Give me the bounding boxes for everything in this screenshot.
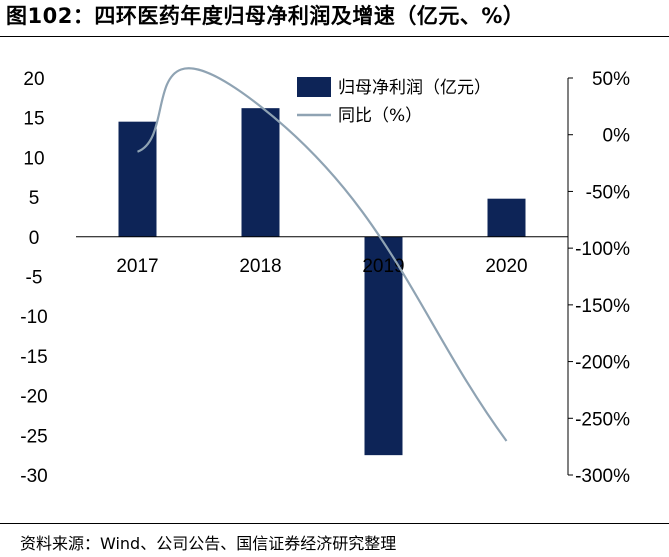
legend: 归母净利润（亿元） 同比（%） <box>297 77 491 126</box>
right-tick-label: -250% <box>575 409 630 430</box>
source-note: 资料来源：Wind、公司公告、国信证券经济研究整理 <box>20 534 397 553</box>
left-tick-label: -10 <box>20 307 47 328</box>
left-axis: 20 15 10 5 0 -5 -10 -15 -20 -25 -30 <box>20 69 47 487</box>
category-label: 2019 <box>362 256 404 277</box>
left-tick-label: 0 <box>29 228 40 249</box>
legend-bar-swatch <box>297 77 331 97</box>
right-tick-label: -200% <box>575 353 630 374</box>
right-tick-label: 0% <box>603 126 631 147</box>
yoy-line <box>137 67 508 442</box>
right-axis: 50% 0% -50% -100% -150% -200% -250% -300% <box>568 69 630 487</box>
left-tick-label: 20 <box>23 69 44 90</box>
right-tick-label: -50% <box>586 182 630 203</box>
right-tick-label: 50% <box>592 69 630 90</box>
bar-2018 <box>241 108 280 237</box>
left-tick-label: -25 <box>20 426 47 447</box>
left-tick-label: -30 <box>20 466 47 487</box>
bottom-rule <box>0 523 669 524</box>
left-tick-label: -15 <box>20 347 47 368</box>
top-rule <box>0 36 669 37</box>
bar-2019 <box>364 236 403 456</box>
category-label: 2017 <box>116 256 158 277</box>
left-tick-label: -20 <box>20 387 47 408</box>
left-tick-label: -5 <box>26 268 43 289</box>
category-labels: 2017 2018 2019 2020 <box>116 256 527 277</box>
bar-2020 <box>487 198 526 237</box>
right-tick-label: -100% <box>575 239 630 260</box>
left-tick-label: 10 <box>23 148 44 169</box>
figure-title: 图102：四环医药年度归母净利润及增速（亿元、%） <box>6 4 525 28</box>
legend-bar-label: 归母净利润（亿元） <box>338 78 491 98</box>
category-label: 2020 <box>485 256 527 277</box>
right-tick-label: -300% <box>575 466 630 487</box>
bar-series <box>118 108 526 456</box>
left-tick-label: 15 <box>23 109 44 130</box>
right-tick-label: -150% <box>575 296 630 317</box>
legend-line-label: 同比（%） <box>338 106 422 126</box>
left-tick-label: 5 <box>29 188 40 209</box>
category-label: 2018 <box>239 256 281 277</box>
